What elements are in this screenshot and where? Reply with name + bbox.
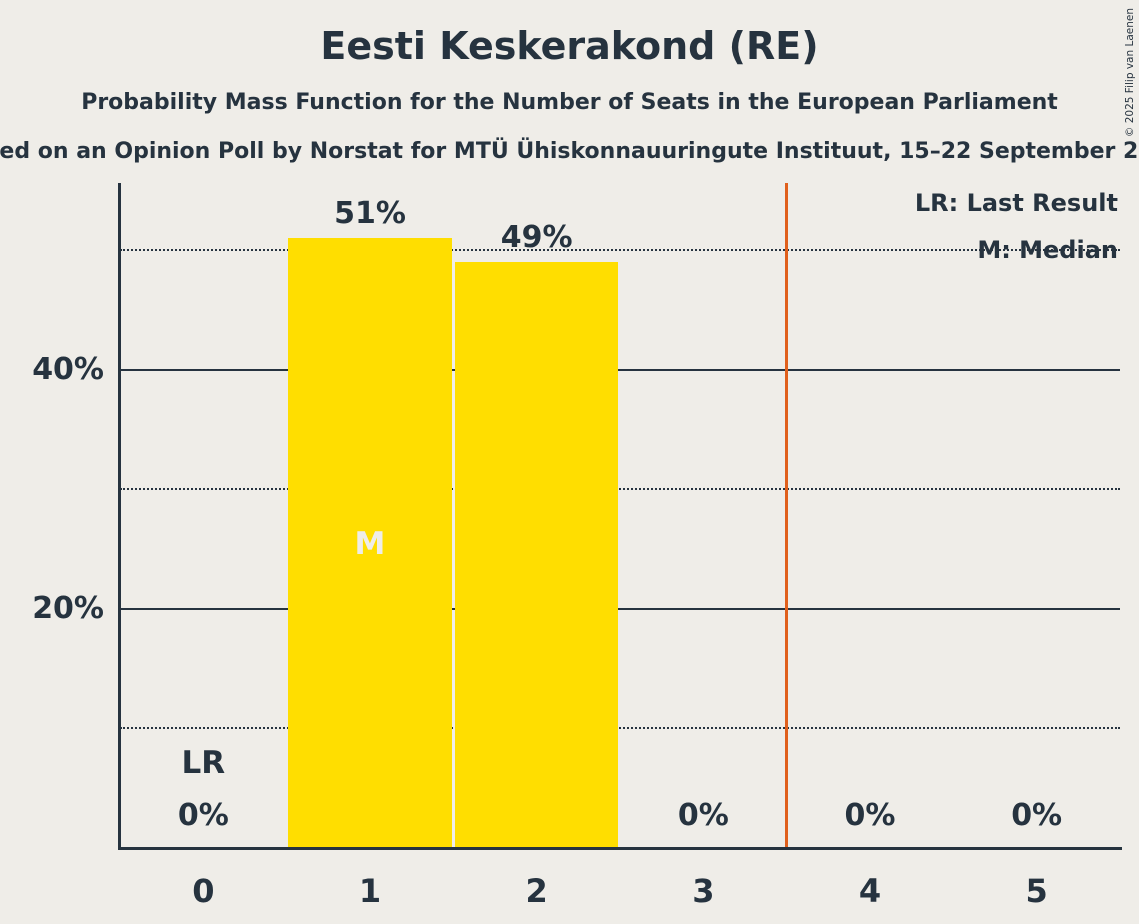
bar-value-label-5: 0%	[1011, 798, 1063, 833]
median-marker: M	[354, 526, 386, 563]
x-tick-label-5: 5	[1025, 872, 1048, 910]
y-tick-label-40: 40%	[32, 351, 104, 387]
bar-value-label-3: 0%	[677, 798, 729, 833]
x-tick-label-3: 3	[692, 872, 715, 910]
x-tick-label-4: 4	[858, 872, 882, 910]
bar-seats-2	[454, 261, 619, 848]
bar-value-label-4: 0%	[844, 798, 896, 833]
chart-source-line: Based on an Opinion Poll by Norstat for …	[0, 139, 1139, 164]
x-tick-label-2: 2	[525, 872, 548, 910]
gridline-solid-20	[120, 607, 1120, 610]
bar-seats-1	[288, 238, 452, 848]
x-axis-line	[118, 847, 1122, 850]
gridline-dotted-50	[120, 248, 1120, 251]
y-tick-label-20: 20%	[32, 590, 104, 626]
gridline-solid-40	[120, 368, 1120, 371]
bar-value-label-2: 49%	[500, 219, 573, 255]
legend-last-result: LR: Last Result	[914, 189, 1118, 217]
chart-title: Eesti Keskerakond (RE)	[320, 24, 819, 68]
gridline-dotted-10	[120, 727, 1120, 730]
x-tick-label-0: 0	[192, 872, 215, 910]
gridline-dotted-30	[120, 488, 1120, 491]
chart-subtitle: Probability Mass Function for the Number…	[81, 90, 1058, 115]
y-axis-line	[118, 183, 121, 849]
last-result-marker: LR	[181, 745, 226, 781]
last-result-vertical-line	[785, 183, 789, 848]
bar-value-label-0: 0%	[177, 798, 229, 833]
legend-median: M: Median	[977, 236, 1118, 264]
chart-legend: LR: Last Result M: Median	[915, 180, 1118, 274]
bar-value-label-1: 51%	[334, 196, 406, 232]
x-tick-label-1: 1	[358, 872, 382, 910]
